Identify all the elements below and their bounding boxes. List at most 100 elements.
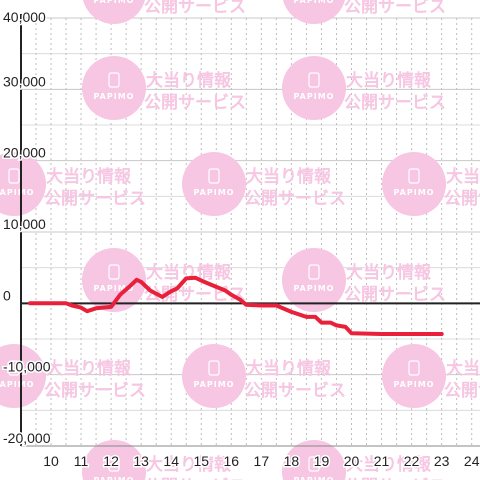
watermark-line2: 公開サービス [344, 285, 446, 305]
x-tick-label: 23 [434, 453, 450, 469]
watermark-circle [182, 344, 246, 408]
watermark-brand: PAPIMO [94, 92, 135, 101]
x-tick-label: 24 [464, 453, 480, 469]
phone-icon [108, 72, 120, 88]
watermark-circle [382, 152, 446, 216]
watermark-line2: 公開サービス [144, 477, 246, 480]
phone-icon [308, 264, 320, 280]
x-tick-label: 22 [404, 453, 420, 469]
phone-icon [308, 456, 320, 472]
phone-icon [108, 456, 120, 472]
watermark-line2: 公開サービス [44, 381, 146, 401]
watermark-brand: PAPIMO [394, 380, 435, 389]
watermark-brand: PAPIMO [294, 0, 335, 5]
watermark-line1: 大当り情報 [146, 262, 232, 283]
watermark-line1: 大当り情報 [146, 70, 232, 91]
phone-icon [208, 360, 220, 376]
phone-icon [308, 72, 320, 88]
watermark-line1: 大当り情報 [46, 166, 132, 187]
y-tick-label: -20,000 [3, 430, 51, 446]
phone-icon [208, 168, 220, 184]
x-tick-label: 12 [103, 453, 119, 469]
x-tick-label: 17 [254, 453, 270, 469]
watermark-circle [82, 248, 146, 312]
watermark-brand: PAPIMO [294, 284, 335, 293]
watermark-line1: 大当り情報 [146, 454, 232, 475]
watermark-line1: 大当り情報 [246, 358, 332, 379]
watermark-line1: 大当り情報 [446, 358, 480, 379]
series-line [28, 275, 444, 336]
watermark-circle [282, 440, 346, 480]
watermark-line2: 公開サービス [244, 189, 346, 209]
watermark-brand: PAPIMO [294, 476, 335, 480]
watermark-brand: PAPIMO [394, 188, 435, 197]
y-tick-label: -10,000 [3, 359, 51, 375]
phone-icon [8, 360, 20, 376]
tick-labels: 40,000 30,000 20,000 10,000 0 -10,000 -20,000 1… [2, 8, 480, 471]
y-tick-label: 0 [3, 287, 11, 303]
watermark-line2: 公開サービス [344, 0, 446, 17]
watermark-circle [283, 0, 345, 24]
x-tick-label: 16 [224, 453, 240, 469]
watermark-line2: 公開サービス [344, 477, 446, 480]
series [28, 275, 444, 336]
x-tick-label: 18 [284, 453, 300, 469]
phone-icon [108, 264, 120, 280]
x-tick-label: 15 [193, 453, 209, 469]
y-tick-label: 30,000 [3, 73, 46, 89]
y-tick-label: 40,000 [3, 9, 46, 25]
watermark-brand: PAPIMO [94, 284, 135, 293]
watermark-brand: PAPIMO [194, 380, 235, 389]
watermark-line2: 公開サービス [144, 0, 246, 17]
watermark-circle [0, 152, 46, 216]
x-tick-label: 13 [133, 453, 149, 469]
watermark-circle [182, 152, 246, 216]
x-tick-label: 11 [74, 453, 89, 469]
watermark-circle [0, 344, 46, 408]
watermark-brand: PAPIMO [294, 92, 335, 101]
watermark-line2: 公開サービス [344, 93, 446, 113]
watermark-line2: 公開サービス [244, 381, 346, 401]
x-tick-label: 14 [163, 453, 179, 469]
watermark-brand: PAPIMO [0, 188, 34, 197]
watermark-line2: 公開サービス [144, 93, 246, 113]
phone-icon [8, 168, 20, 184]
watermark-brand: PAPIMO [94, 0, 135, 5]
y-tick-label: 10,000 [3, 216, 46, 232]
watermark-line1: 大当り情報 [246, 166, 332, 187]
watermark-line1: 大当り情報 [346, 262, 432, 283]
watermark-circle [83, 0, 145, 24]
watermark-circle [82, 56, 146, 120]
x-tick-label: 19 [314, 453, 330, 469]
watermark-line1: 大当り情報 [446, 166, 480, 187]
watermark-circle [82, 440, 146, 480]
watermark-circle [382, 344, 446, 408]
watermark-line2: 公開サービス [44, 189, 146, 209]
watermark-line1: 大当り情報 [46, 358, 132, 379]
watermark-brand: PAPIMO [0, 380, 34, 389]
y-tick-label: 20,000 [3, 145, 46, 161]
x-tick-label: 21 [374, 453, 390, 469]
phone-icon [408, 360, 420, 376]
watermark-circle [282, 56, 346, 120]
watermark-line2: 公開サービス [444, 381, 480, 401]
x-tick-label: 10 [43, 453, 59, 469]
phone-icon [408, 168, 420, 184]
watermark-line2: 公開サービス [444, 189, 480, 209]
watermark-circle [282, 248, 346, 312]
